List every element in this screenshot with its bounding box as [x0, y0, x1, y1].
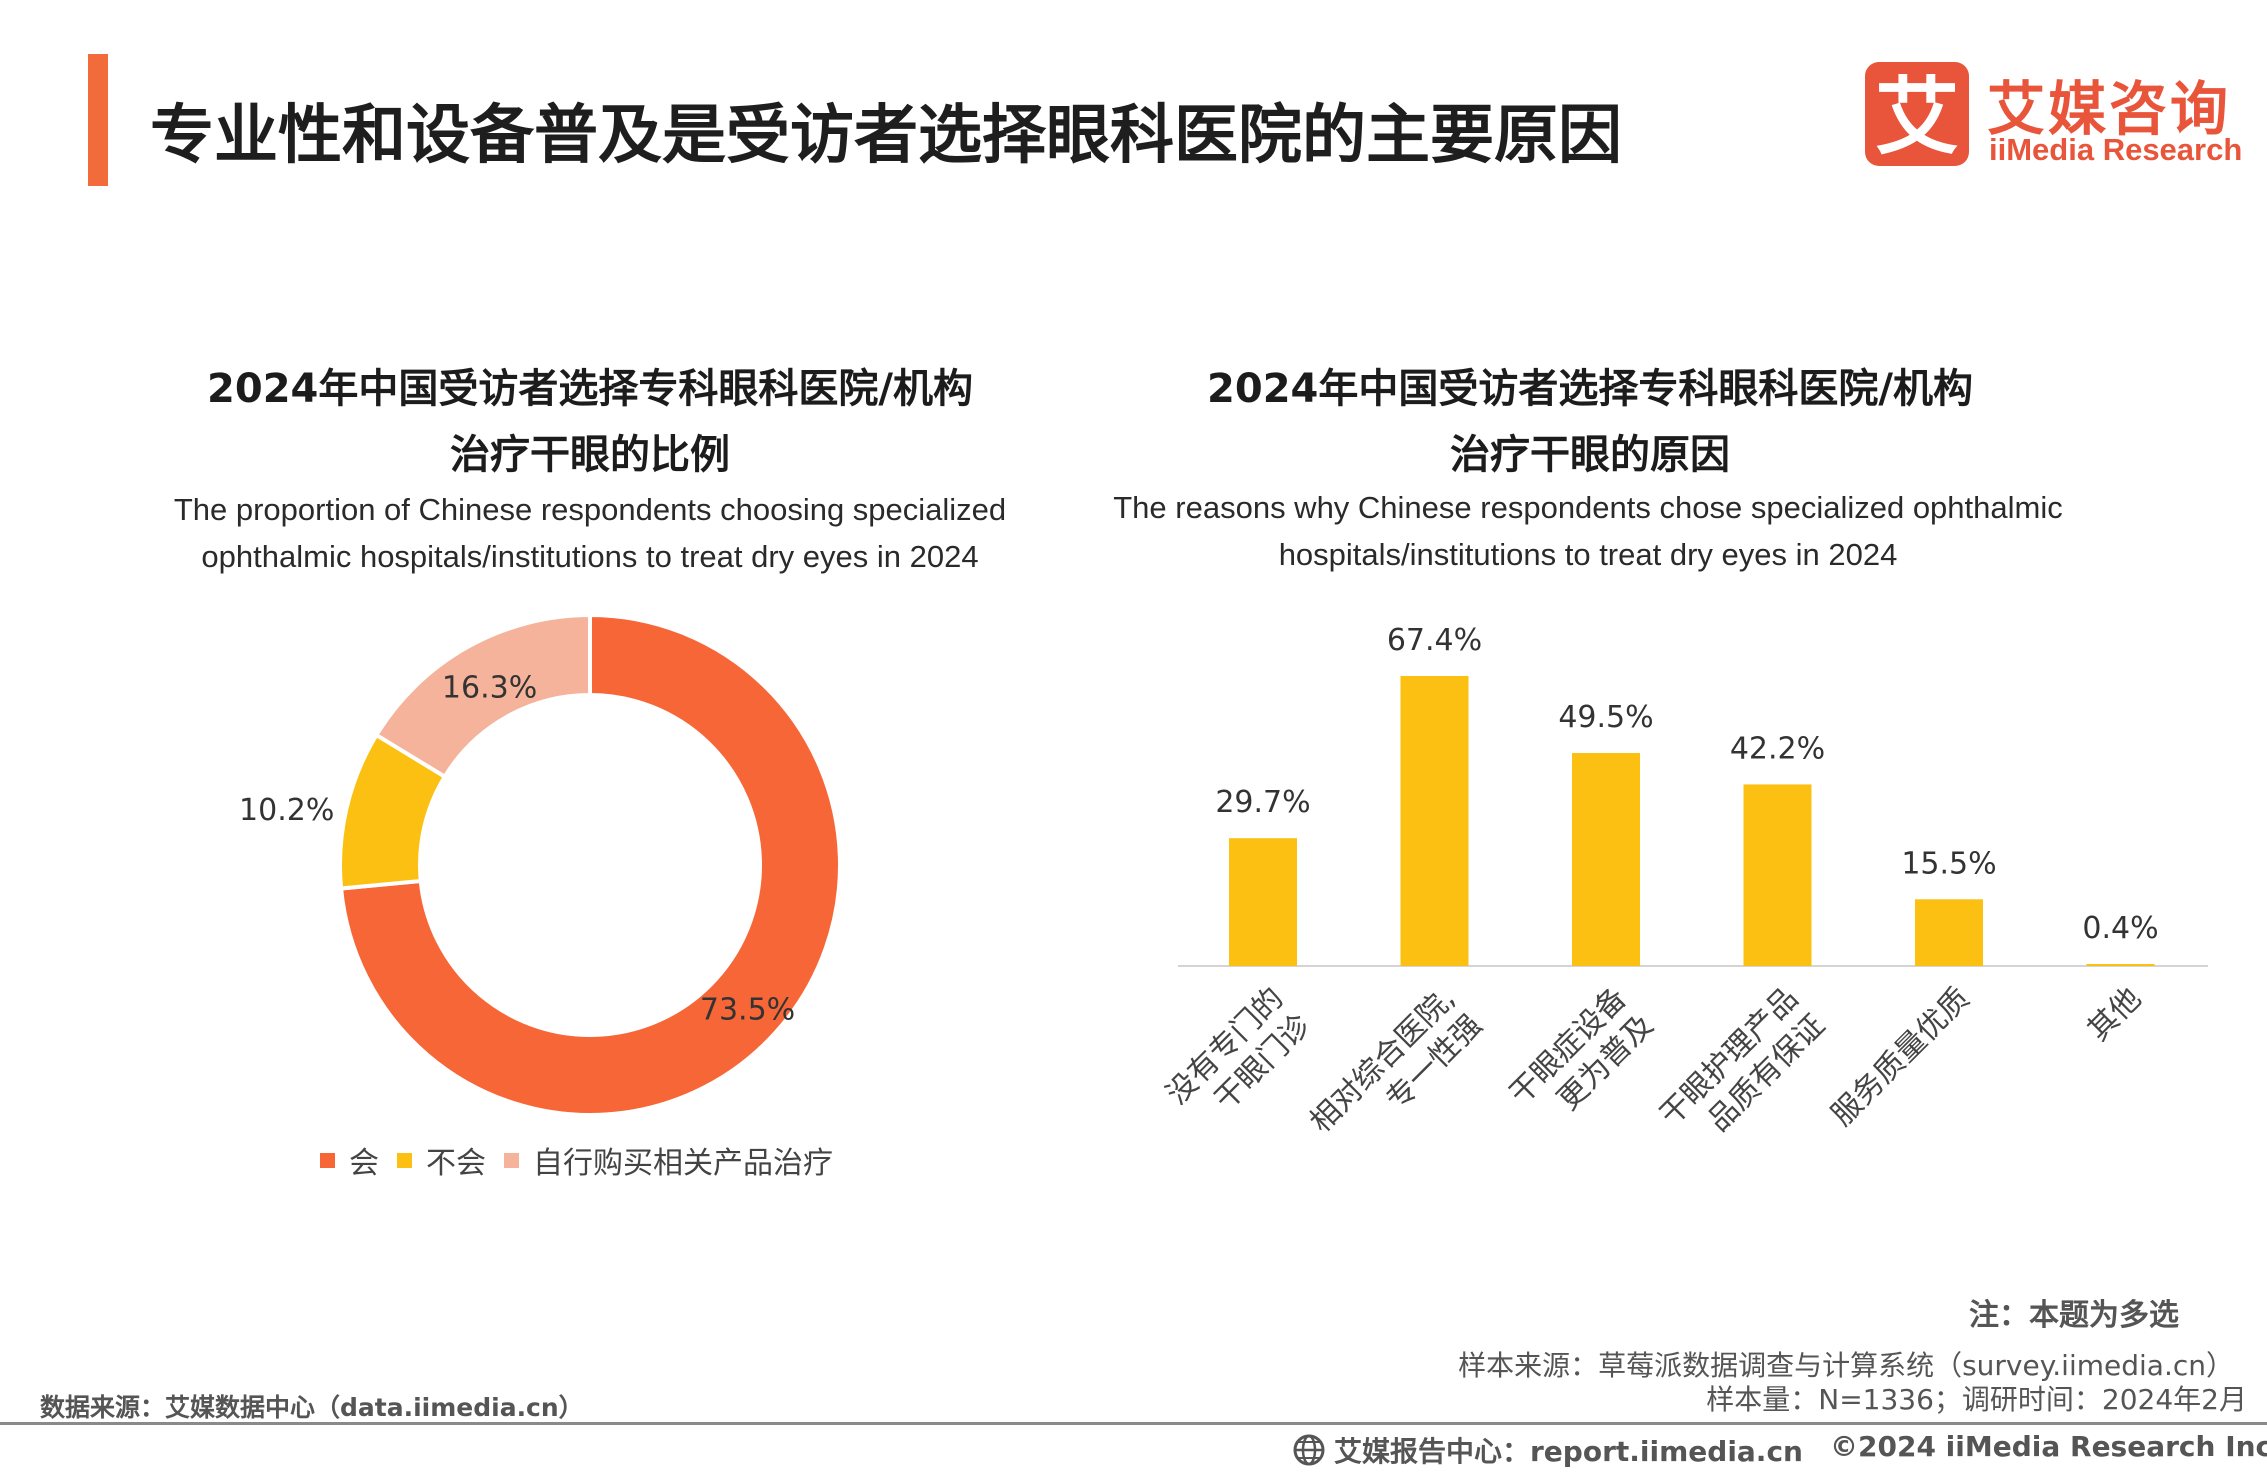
donut-label-no: 10.2%: [239, 793, 334, 828]
right-chart-title-line2: 治疗干眼的原因: [1450, 432, 1730, 478]
svg-text:艾: 艾: [1875, 68, 1959, 166]
data-source: 数据来源：艾媒数据中心（data.iimedia.cn）: [40, 1393, 584, 1422]
legend-swatch-self-treat: [504, 1152, 519, 1168]
right-chart-subtitle-line1: The reasons why Chinese respondents chos…: [1113, 490, 2063, 525]
legend-item-self-treat: 自行购买相关产品治疗: [504, 1138, 833, 1182]
right-chart-title: 2024年中国受访者选择专科眼科医院/机构 治疗干眼的原因: [1140, 356, 2040, 488]
left-chart-title: 2024年中国受访者选择专科眼科医院/机构 治疗干眼的比例: [140, 356, 1040, 488]
left-chart-subtitle: The proportion of Chinese respondents ch…: [90, 486, 1090, 580]
copyright: ©2024 iiMedia Research Inc: [1830, 1430, 2267, 1463]
report-center-text: 艾媒报告中心：report.iimedia.cn: [1334, 1435, 1803, 1468]
title-accent-bar: [88, 54, 108, 186]
right-chart-subtitle: The reasons why Chinese respondents chos…: [1088, 484, 2088, 578]
legend-item-no: 不会: [397, 1138, 486, 1182]
legend-item-yes: 会: [320, 1138, 379, 1182]
bar-category-care-products: 干眼护理产品品质有保证: [1653, 981, 1832, 1160]
bar-care-products: [1743, 784, 1812, 966]
logo-en-text: iiMedia Research: [1989, 132, 2243, 167]
bar-category-line: 其他: [2081, 981, 2148, 1048]
donut-slice-self-treat: [373, 612, 592, 780]
bar-label-other: 0.4%: [2082, 911, 2158, 946]
bar-service: [1915, 899, 1983, 966]
logo-mark-icon: 艾: [1865, 62, 1969, 166]
legend-label-no: 不会: [426, 1146, 486, 1181]
globe-icon: [1293, 1434, 1325, 1466]
bar-category-no-clinic: 没有专门的干眼门诊: [1160, 981, 1318, 1139]
bar-label-care-products: 42.2%: [1730, 731, 1825, 766]
legend-label-self-treat: 自行购买相关产品治疗: [533, 1146, 833, 1181]
right-chart-subtitle-line2: hospitals/institutions to treat dry eyes…: [1278, 537, 1898, 572]
donut-slice-yes: [338, 612, 842, 1117]
footer-divider: [0, 1422, 2267, 1425]
legend-swatch-no: [397, 1152, 412, 1168]
report-center: 艾媒报告中心：report.iimedia.cn: [1292, 1430, 1803, 1470]
bar-specialized: [1400, 676, 1469, 966]
page-title: 专业性和设备普及是受访者选择眼科医院的主要原因: [150, 99, 1622, 173]
left-chart-subtitle-line1: The proportion of Chinese respondents ch…: [173, 492, 1007, 527]
bar-category-other: 其他: [2081, 981, 2148, 1048]
bar-equipment: [1572, 753, 1640, 966]
donut-legend: 会 不会 自行购买相关产品治疗: [320, 1138, 851, 1182]
right-chart-title-line1: 2024年中国受访者选择专科眼科医院/机构: [1207, 366, 1973, 412]
logo-cn-text: 艾媒咨询: [1987, 75, 2232, 143]
legend-swatch-yes: [320, 1152, 335, 1168]
left-chart-title-line1: 2024年中国受访者选择专科眼科医院/机构: [207, 366, 973, 412]
bar-category-line: 服务质量优质: [1825, 981, 1977, 1133]
bar-category-service: 服务质量优质: [1825, 981, 1977, 1133]
bar-label-equipment: 49.5%: [1558, 700, 1653, 735]
bar-category-specialized: 相对综合医院,专一性强: [1303, 981, 1489, 1167]
bar-label-service: 15.5%: [1901, 846, 1996, 881]
left-chart-title-line2: 治疗干眼的比例: [450, 432, 730, 478]
bar-label-no-clinic: 29.7%: [1215, 785, 1310, 820]
donut-label-yes: 73.5%: [700, 992, 795, 1027]
sample-size: 样本量：N=1336；调研时间：2024年2月: [1706, 1383, 2247, 1416]
left-chart-subtitle-line2: ophthalmic hospitals/institutions to tre…: [201, 539, 979, 574]
bar-other: [2086, 964, 2155, 966]
donut-label-self-treat: 16.3%: [442, 670, 537, 705]
iimedia-logo: 艾 艾媒咨询 iiMedia Research: [1865, 62, 2242, 172]
bar-label-specialized: 67.4%: [1387, 623, 1482, 658]
bar-category-equipment: 干眼症设备更为普及: [1503, 981, 1661, 1139]
sample-source: 样本来源：草莓派数据调查与计算系统（survey.iimedia.cn）: [1458, 1349, 2234, 1382]
legend-label-yes: 会: [349, 1146, 379, 1181]
multi-choice-note: 注：本题为多选: [1969, 1298, 2179, 1333]
bar-no-clinic: [1229, 838, 1297, 966]
